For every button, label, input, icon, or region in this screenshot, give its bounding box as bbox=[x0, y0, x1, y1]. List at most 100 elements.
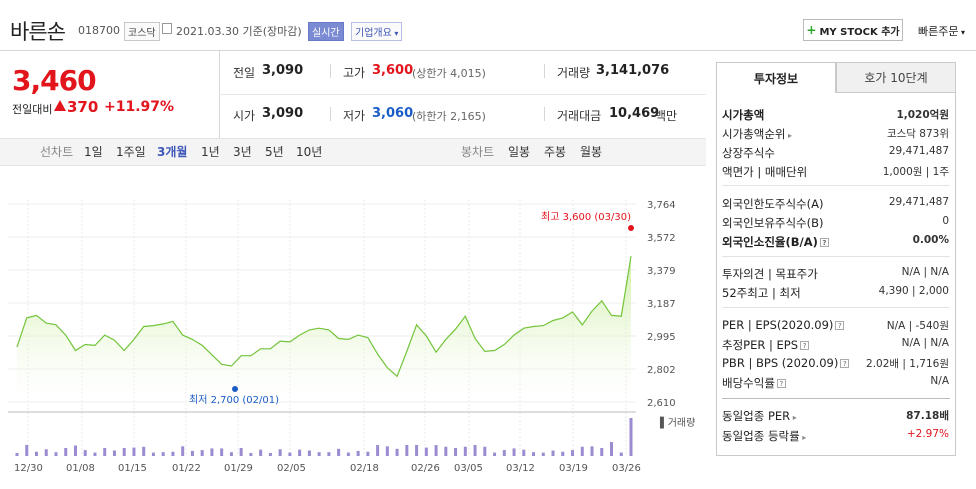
high-label: 고가 bbox=[343, 66, 366, 80]
period-5y[interactable]: 5년 bbox=[265, 145, 284, 159]
period-3m[interactable]: 3개월 bbox=[157, 145, 188, 159]
diff-label: 전일대비 bbox=[12, 103, 53, 116]
stat-sep bbox=[544, 107, 545, 121]
volume-bar bbox=[54, 452, 58, 456]
dividend-value: N/A bbox=[930, 375, 949, 387]
chevron-down-icon: ▾ bbox=[391, 29, 399, 38]
panel-divider bbox=[722, 307, 950, 308]
corp-overview-label: 기업개요 bbox=[355, 28, 392, 39]
corp-overview-button[interactable]: 기업개요 ▾ bbox=[351, 22, 403, 41]
per-eps-text: PER | EPS(2020.09) bbox=[722, 318, 834, 332]
52w-value: 4,390 | 2,000 bbox=[878, 285, 949, 297]
volume-bar bbox=[25, 445, 29, 456]
shares-value: 29,471,487 bbox=[888, 145, 949, 157]
volume-bar bbox=[532, 452, 536, 456]
x-tick-label: 03/12 bbox=[506, 463, 535, 474]
price-chart[interactable]: 3,764 3,572 3,379 3,187 2,995 2,802 2,610 최고 3,… bbox=[0, 166, 706, 489]
market-cap-rank-label[interactable]: 시가총액순위 ▸ bbox=[722, 126, 792, 142]
foreign-limit-label: 외국인한도주식수(A) bbox=[722, 197, 824, 211]
stat-sep bbox=[330, 107, 331, 121]
volume-bar bbox=[142, 446, 146, 456]
stats-row-divider bbox=[219, 94, 706, 95]
volume-bar bbox=[73, 445, 77, 456]
x-tick-label: 03/26 bbox=[612, 463, 641, 474]
period-10y[interactable]: 10년 bbox=[296, 145, 323, 159]
volume-bar bbox=[483, 446, 487, 456]
x-tick-label: 12/30 bbox=[14, 463, 43, 474]
x-tick-label: 02/18 bbox=[350, 463, 379, 474]
volume-bar bbox=[288, 452, 292, 456]
line-chart-label: 선차트 bbox=[40, 145, 74, 159]
x-tick-label: 03/19 bbox=[559, 463, 588, 474]
est-per-eps-label: 추정PER | EPS? bbox=[722, 337, 810, 353]
volume-bar bbox=[512, 448, 516, 456]
period-1w[interactable]: 1주일 bbox=[116, 145, 146, 159]
prev-value: 3,090 bbox=[262, 63, 304, 78]
candle-weekly[interactable]: 주봉 bbox=[544, 145, 567, 159]
help-icon[interactable]: ? bbox=[840, 359, 850, 368]
foreign-ratio-text: 외국인소진율(B/A) bbox=[722, 235, 818, 249]
volume-bar bbox=[473, 445, 477, 456]
volume-bar bbox=[229, 452, 233, 456]
candle-daily[interactable]: 일봉 bbox=[508, 145, 531, 159]
x-tick-label: 02/05 bbox=[277, 463, 306, 474]
volume-value: 3,141,076 bbox=[596, 63, 670, 78]
volume-bar bbox=[571, 450, 575, 456]
low-annotation: 최저 2,700 (02/01) bbox=[189, 394, 279, 406]
market-cap-rank-value: 코스닥 873위 bbox=[886, 128, 949, 140]
stat-sep bbox=[330, 64, 331, 78]
header-divider bbox=[0, 50, 976, 51]
volume-bar bbox=[610, 442, 614, 456]
candle-monthly[interactable]: 월봉 bbox=[580, 145, 603, 159]
amount-value: 10,469 bbox=[609, 106, 660, 121]
panel-divider bbox=[722, 256, 950, 257]
est-per-eps-text: 추정PER | EPS bbox=[722, 338, 799, 352]
high-marker bbox=[628, 225, 634, 231]
stat-sep bbox=[544, 64, 545, 78]
sector-change-label[interactable]: 동일업종 등락률 ▸ bbox=[722, 428, 806, 444]
quick-order-button[interactable]: 빠른주문 ▾ bbox=[918, 23, 965, 39]
help-icon[interactable]: ? bbox=[819, 238, 829, 247]
tab-invest-info[interactable]: 투자정보 bbox=[716, 62, 836, 93]
volume-bar bbox=[337, 448, 341, 456]
quick-order-label: 빠른주문 bbox=[918, 25, 959, 38]
volume-bar bbox=[171, 451, 175, 456]
volume-bar bbox=[346, 452, 350, 456]
period-1d[interactable]: 1일 bbox=[84, 145, 103, 159]
sector-per-label[interactable]: 동일업종 PER ▸ bbox=[722, 408, 797, 424]
volume-bar bbox=[132, 447, 136, 456]
current-price: 3,460 bbox=[12, 64, 97, 97]
pbr-bps-label: PBR | BPS (2020.09)? bbox=[722, 356, 850, 370]
low-marker bbox=[232, 386, 238, 392]
period-1y[interactable]: 1년 bbox=[201, 145, 220, 159]
sector-per-value: 87.18배 bbox=[906, 410, 949, 422]
pbr-bps-text: PBR | BPS (2020.09) bbox=[722, 356, 839, 370]
y-tick-label: 2,995 bbox=[647, 332, 676, 343]
period-3y[interactable]: 3년 bbox=[233, 145, 252, 159]
par-unit-value: 1,000원 | 1주 bbox=[882, 166, 949, 178]
help-icon[interactable]: ? bbox=[835, 321, 845, 330]
tab-quote-10[interactable]: 호가 10단계 bbox=[836, 62, 956, 93]
foreign-hold-label: 외국인보유주식수(B) bbox=[722, 216, 824, 230]
volume-bar bbox=[561, 451, 565, 456]
volume-bar bbox=[161, 452, 165, 456]
stock-name: 바른손 bbox=[10, 20, 66, 44]
pbr-bps-value: 2.02배 | 1,716원 bbox=[866, 358, 949, 370]
volume-bar bbox=[15, 453, 19, 456]
realtime-badge[interactable]: 실시간 bbox=[308, 22, 344, 41]
help-icon[interactable]: ? bbox=[776, 379, 786, 388]
open-value: 3,090 bbox=[262, 106, 304, 121]
foreign-limit-value: 29,471,487 bbox=[888, 196, 949, 208]
volume-bar bbox=[268, 453, 272, 456]
market-cap-rank-text: 시가총액순위 bbox=[722, 127, 786, 141]
volume-bar bbox=[307, 450, 311, 456]
volume-bar bbox=[590, 446, 594, 456]
y-tick-label: 3,764 bbox=[647, 200, 676, 211]
amount-unit: 백만 bbox=[655, 109, 678, 123]
volume-bar bbox=[629, 418, 633, 456]
plus-icon: + bbox=[806, 23, 817, 37]
mystock-add-button[interactable]: + MY STOCK 추가 bbox=[803, 19, 903, 41]
x-tick-label: 01/15 bbox=[118, 463, 147, 474]
help-icon[interactable]: ? bbox=[800, 341, 810, 350]
volume-bar bbox=[444, 446, 448, 456]
